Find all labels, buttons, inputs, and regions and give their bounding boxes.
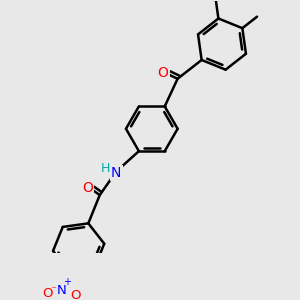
- Text: ⁻: ⁻: [50, 286, 56, 296]
- Text: O: O: [42, 287, 53, 300]
- Text: O: O: [82, 181, 93, 195]
- Text: +: +: [63, 277, 70, 287]
- Text: H: H: [101, 162, 110, 175]
- Text: O: O: [70, 289, 80, 300]
- Text: N: N: [57, 284, 67, 297]
- Text: N: N: [111, 166, 122, 180]
- Text: O: O: [158, 66, 168, 80]
